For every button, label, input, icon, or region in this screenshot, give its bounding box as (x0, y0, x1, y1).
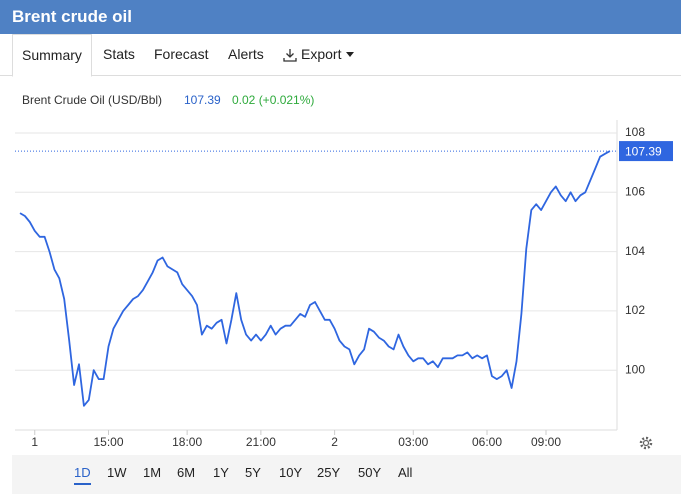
range-button[interactable]: 1D (74, 465, 91, 485)
y-tick-label: 102 (625, 303, 645, 317)
range-button[interactable]: 50Y (358, 465, 382, 480)
range-button[interactable]: All (398, 465, 413, 480)
price-line (19, 150, 611, 407)
x-tick-label: 03:00 (398, 435, 428, 449)
legend-last: 107.39 (184, 93, 221, 107)
legend-change: 0.02 (+0.021%) (232, 93, 314, 107)
chart: Brent Crude Oil (USD/Bbl) 107.39 0.02 (+… (15, 93, 673, 450)
range-button[interactable]: 5Y (245, 465, 261, 480)
x-tick-label: 21:00 (246, 435, 276, 449)
last-price-box (619, 141, 673, 162)
y-tick-label: 108 (625, 125, 645, 139)
x-tick-label: 2 (331, 435, 338, 449)
settings-icon[interactable] (639, 436, 653, 450)
range-button[interactable]: 1Y (213, 465, 229, 480)
x-tick-label: 1 (31, 435, 38, 449)
range-button[interactable]: 6M (177, 465, 196, 480)
y-tick-label: 106 (625, 184, 645, 198)
range-button[interactable]: 25Y (317, 465, 341, 480)
download-icon (283, 49, 297, 62)
last-price-label: 107.39 (625, 144, 662, 158)
x-tick-label: 06:00 (472, 435, 502, 449)
tab[interactable]: Export (301, 46, 342, 62)
legend-name: Brent Crude Oil (USD/Bbl) (22, 93, 162, 107)
range-bar: 1D 1W 1M 6M 1Y 5Y 10Y 25Y 50Y All (12, 455, 681, 494)
y-tick-label: 100 (625, 362, 645, 376)
header-title: Brent crude oil (12, 7, 132, 26)
range-button[interactable]: 1W (107, 465, 127, 480)
tab-bar: Summary Stats Forecast Alerts Export (0, 34, 681, 77)
tab[interactable]: Stats (103, 46, 135, 62)
x-tick-label: 18:00 (172, 435, 202, 449)
tab[interactable]: Summary (12, 34, 92, 77)
x-tick-label: 09:00 (531, 435, 561, 449)
x-tick-label: 15:00 (93, 435, 123, 449)
header: Brent crude oil (0, 0, 681, 34)
range-button[interactable]: 1M (143, 465, 162, 480)
tab[interactable]: Alerts (228, 46, 264, 62)
range-button[interactable]: 10Y (279, 465, 303, 480)
y-tick-label: 104 (625, 244, 645, 258)
tab[interactable]: Forecast (154, 46, 209, 62)
caret (346, 52, 354, 57)
